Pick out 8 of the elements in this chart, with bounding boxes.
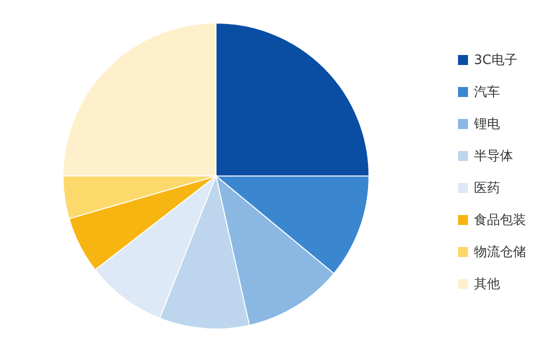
- legend-label: 锂电: [474, 116, 500, 132]
- legend-label: 物流仓储: [474, 244, 526, 260]
- legend-label: 医药: [474, 180, 500, 196]
- legend-label: 半导体: [474, 148, 513, 164]
- legend-label: 汽车: [474, 84, 500, 100]
- legend-label: 其他: [474, 276, 500, 292]
- legend-label: 3C电子: [474, 52, 518, 68]
- legend-label: 食品包装: [474, 212, 526, 228]
